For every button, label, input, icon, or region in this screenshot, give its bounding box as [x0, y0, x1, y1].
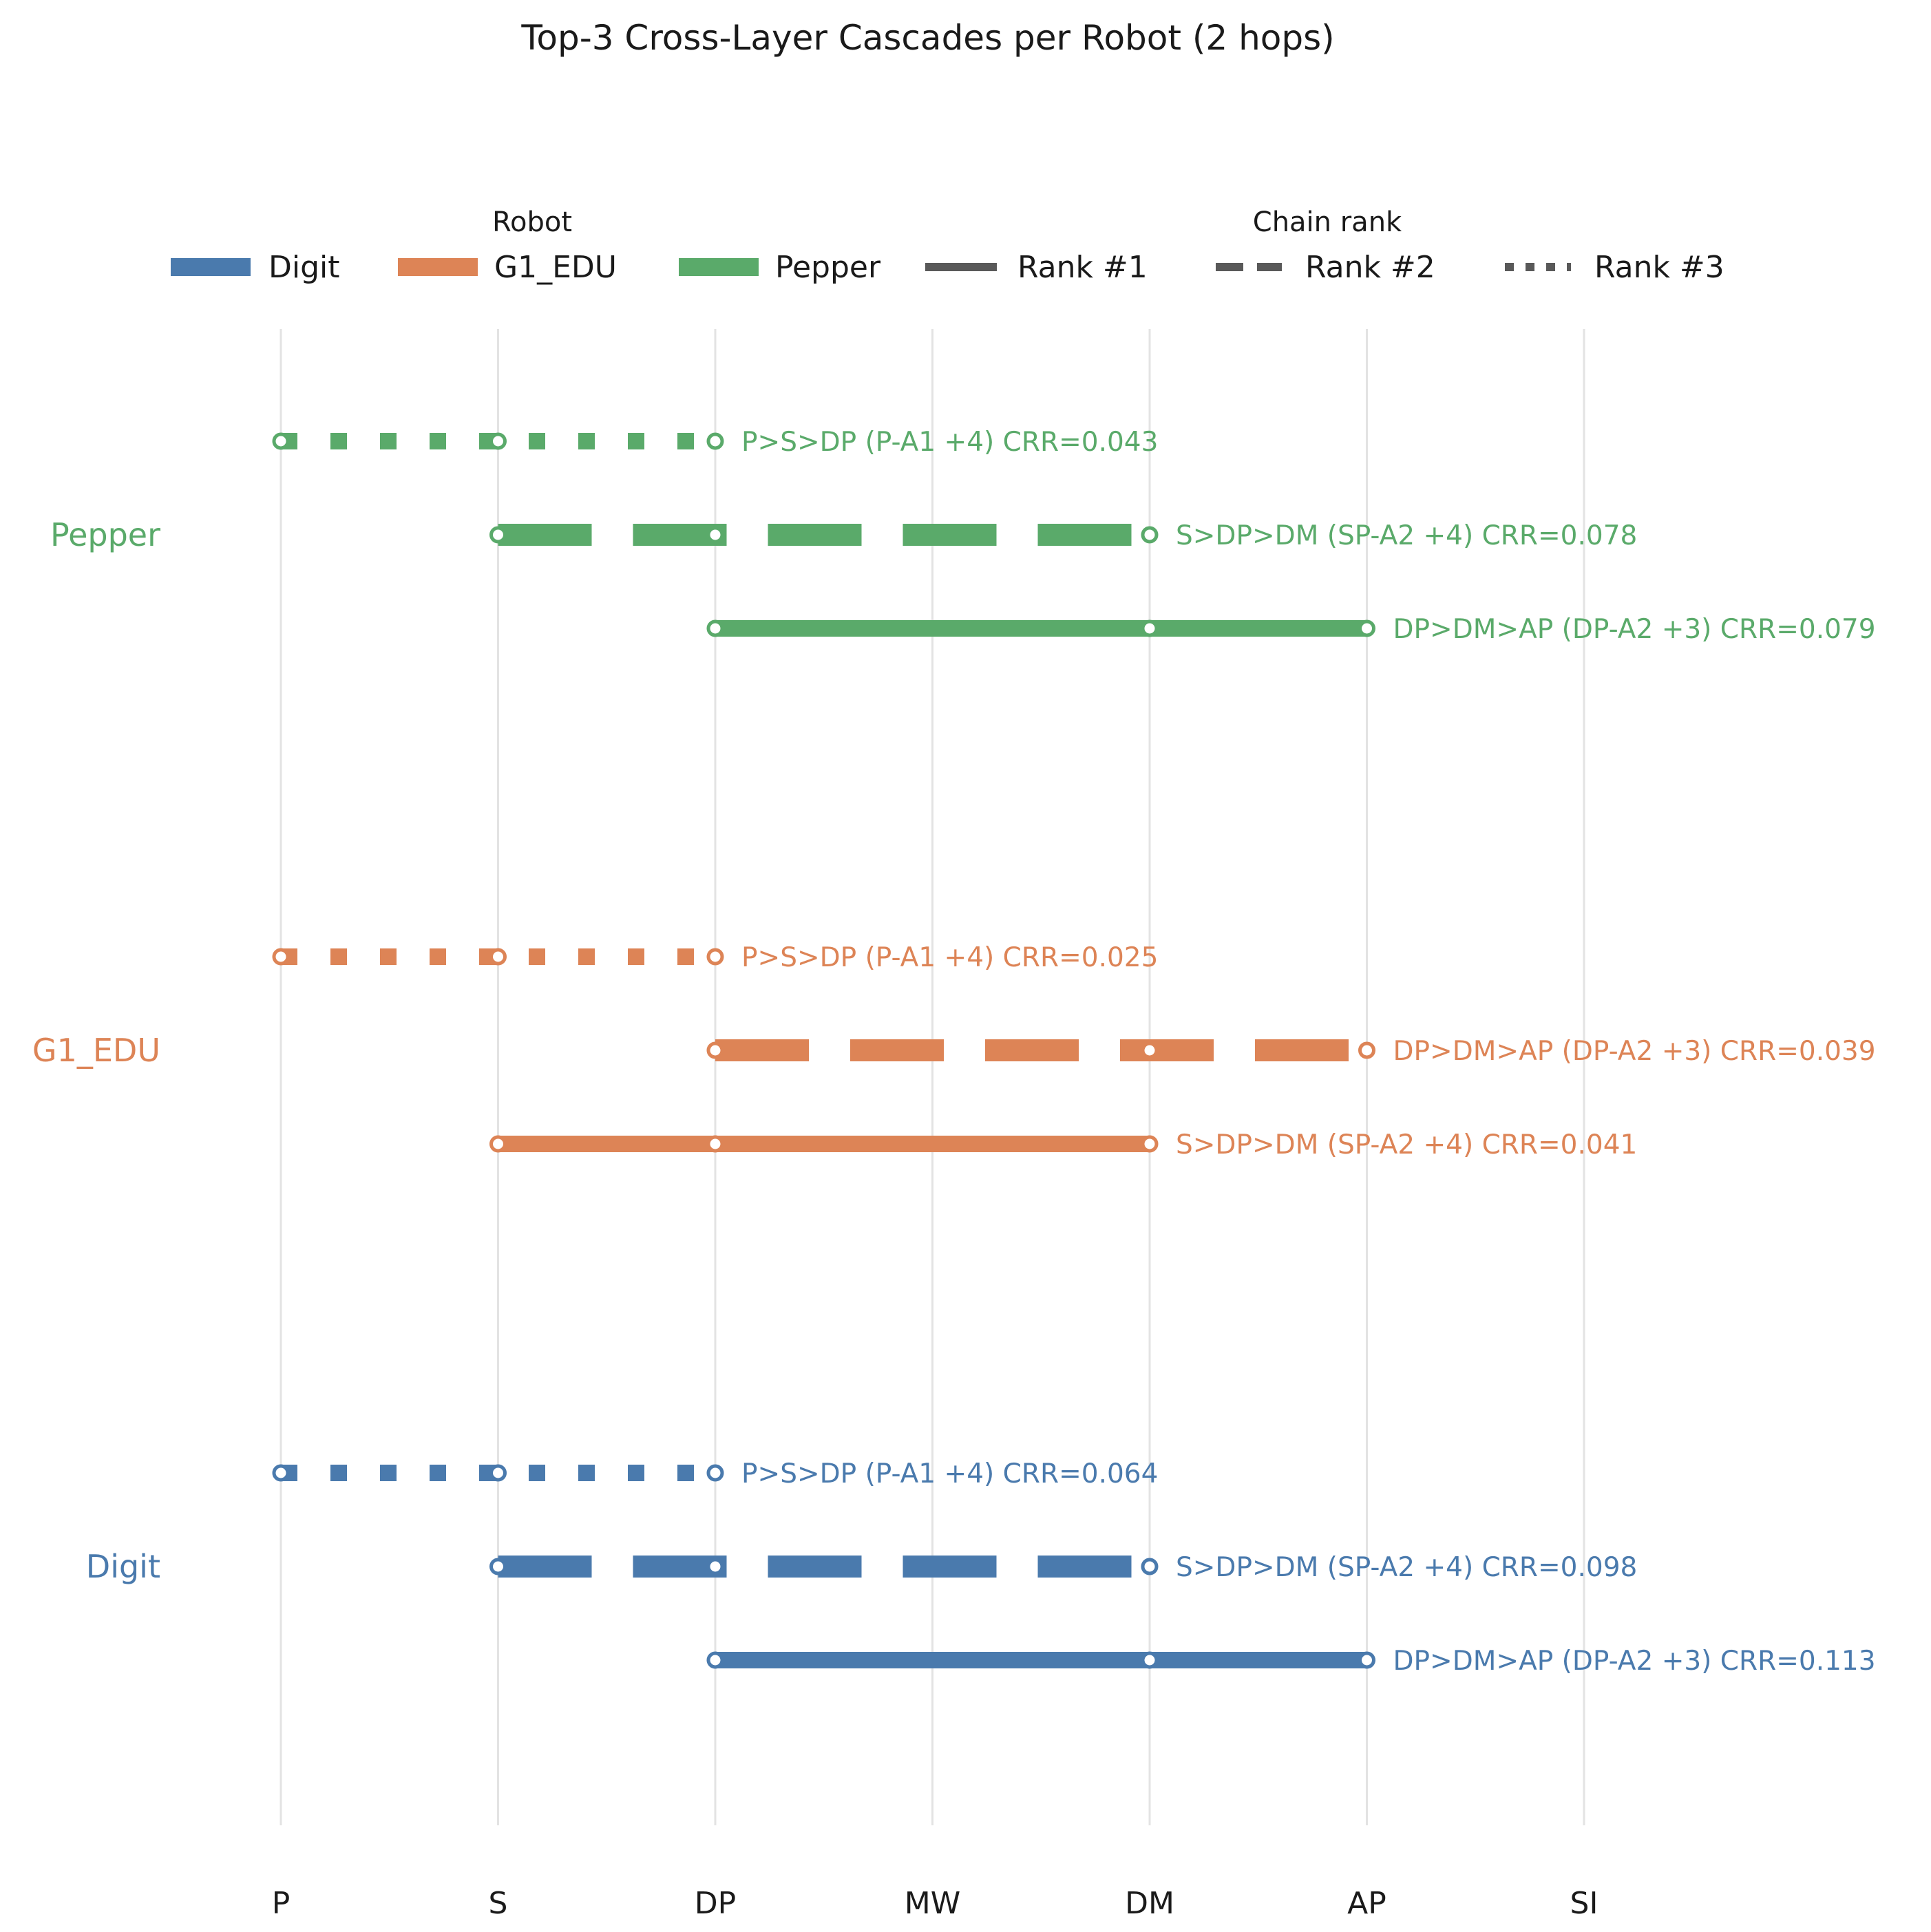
- legend-title-rank: Chain rank: [1253, 206, 1402, 238]
- chain-pepper-rank-3-node-p: [272, 432, 290, 450]
- chain-digit-rank-3-label: P>S>DP (P-A1 +4) CRR=0.064: [741, 1458, 1158, 1489]
- chain-g1-edu-rank-3: P>S>DP (P-A1 +4) CRR=0.025: [272, 942, 1158, 973]
- chain-g1-edu-rank-2: DP>DM>AP (DP-A2 +3) CRR=0.039: [706, 1036, 1876, 1067]
- chain-pepper-rank-1-node-ap: [1358, 619, 1375, 637]
- chain-g1-edu-rank-1-node-s: [489, 1135, 507, 1153]
- x-tick-dm: DM: [1125, 1886, 1174, 1921]
- legend-label-g1-edu: G1_EDU: [494, 250, 617, 285]
- robot-label-digit: Digit: [86, 1548, 160, 1585]
- chain-digit-rank-1-node-ap: [1358, 1651, 1375, 1669]
- legend-label-pepper: Pepper: [775, 250, 881, 285]
- x-tick-dp: DP: [695, 1886, 736, 1921]
- chain-digit-rank-1-label: DP>DM>AP (DP-A2 +3) CRR=0.113: [1393, 1646, 1876, 1677]
- legend: Robot Chain rank Digit G1_EDU Pepper Ran…: [171, 206, 1724, 285]
- chain-digit-rank-1: DP>DM>AP (DP-A2 +3) CRR=0.113: [706, 1646, 1876, 1677]
- chart-title: Top-3 Cross-Layer Cascades per Robot (2 …: [520, 18, 1334, 58]
- chain-g1-edu-rank-3-node-s: [489, 948, 507, 966]
- chain-digit-rank-2-node-s: [489, 1558, 507, 1575]
- chain-g1-edu-rank-1-node-dm: [1141, 1135, 1159, 1153]
- x-tick-p: P: [272, 1886, 291, 1921]
- chain-digit-rank-3-node-dp: [706, 1464, 724, 1482]
- chain-digit-rank-2-node-dm: [1141, 1558, 1159, 1575]
- chain-digit-rank-2-node-dp: [706, 1558, 724, 1575]
- chain-g1-edu-rank-3-node-p: [272, 948, 290, 966]
- chains: P>S>DP (P-A1 +4) CRR=0.064 S>DP>DM (SP-A2…: [272, 427, 1876, 1677]
- chain-g1-edu-rank-3-label: P>S>DP (P-A1 +4) CRR=0.025: [741, 942, 1158, 973]
- x-tick-s: S: [489, 1886, 508, 1921]
- chain-pepper-rank-3-node-dp: [706, 432, 724, 450]
- chain-digit-rank-3-node-p: [272, 1464, 290, 1482]
- chain-pepper-rank-1-node-dm: [1141, 619, 1159, 637]
- chain-pepper-rank-2-label: S>DP>DM (SP-A2 +4) CRR=0.078: [1176, 520, 1637, 551]
- chain-pepper-rank-3-label: P>S>DP (P-A1 +4) CRR=0.043: [741, 427, 1158, 458]
- chain-pepper-rank-1-node-dp: [706, 619, 724, 637]
- chain-pepper-rank-1: DP>DM>AP (DP-A2 +3) CRR=0.079: [706, 614, 1876, 645]
- legend-label-rank-1: Rank #1: [1017, 250, 1148, 285]
- robot-label-pepper: Pepper: [50, 516, 160, 553]
- grid-lines: [279, 329, 1585, 1825]
- chain-pepper-rank-3-node-s: [489, 432, 507, 450]
- chain-g1-edu-rank-1-node-dp: [706, 1135, 724, 1153]
- chain-pepper-rank-2: S>DP>DM (SP-A2 +4) CRR=0.078: [489, 520, 1637, 551]
- chain-pepper-rank-2-node-dm: [1141, 526, 1159, 544]
- legend-label-digit: Digit: [268, 250, 340, 285]
- chain-pepper-rank-3: P>S>DP (P-A1 +4) CRR=0.043: [272, 427, 1158, 458]
- chain-g1-edu-rank-2-node-ap: [1358, 1041, 1375, 1059]
- chain-pepper-rank-1-label: DP>DM>AP (DP-A2 +3) CRR=0.079: [1393, 614, 1876, 645]
- legend-label-rank-3: Rank #3: [1594, 250, 1724, 285]
- robot-label-g1-edu: G1_EDU: [32, 1032, 160, 1069]
- chain-g1-edu-rank-1-label: S>DP>DM (SP-A2 +4) CRR=0.041: [1176, 1129, 1637, 1160]
- chain-g1-edu-rank-2-label: DP>DM>AP (DP-A2 +3) CRR=0.039: [1393, 1036, 1876, 1067]
- robot-labels: Digit G1_EDU Pepper: [32, 516, 160, 1585]
- chain-pepper-rank-2-node-dp: [706, 526, 724, 544]
- x-tick-si: SI: [1570, 1886, 1598, 1921]
- chain-g1-edu-rank-2-node-dp: [706, 1041, 724, 1059]
- chain-digit-rank-2-label: S>DP>DM (SP-A2 +4) CRR=0.098: [1176, 1552, 1637, 1583]
- legend-label-rank-2: Rank #2: [1305, 250, 1435, 285]
- legend-title-robot: Robot: [492, 206, 572, 238]
- chain-pepper-rank-2-node-s: [489, 526, 507, 544]
- chain-digit-rank-1-node-dm: [1141, 1651, 1159, 1669]
- chain-g1-edu-rank-1: S>DP>DM (SP-A2 +4) CRR=0.041: [489, 1129, 1637, 1160]
- chain-digit-rank-2: S>DP>DM (SP-A2 +4) CRR=0.098: [489, 1552, 1637, 1583]
- chain-digit-rank-3-node-s: [489, 1464, 507, 1482]
- chain-digit-rank-3: P>S>DP (P-A1 +4) CRR=0.064: [272, 1458, 1158, 1489]
- chain-g1-edu-rank-2-node-dm: [1141, 1041, 1159, 1059]
- x-tick-ap: AP: [1347, 1886, 1386, 1921]
- x-tick-mw: MW: [905, 1886, 960, 1921]
- chain-digit-rank-1-node-dp: [706, 1651, 724, 1669]
- chain-g1-edu-rank-3-node-dp: [706, 948, 724, 966]
- x-axis-ticks: P S DP MW DM AP SI: [272, 1886, 1598, 1921]
